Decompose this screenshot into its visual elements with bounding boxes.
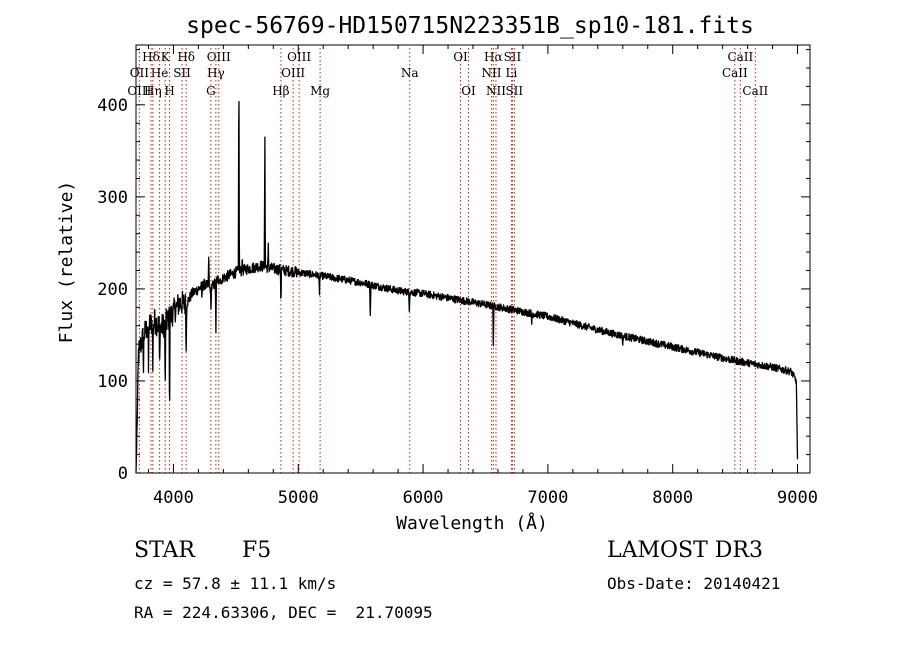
line-marker-label: SII — [505, 84, 523, 98]
survey-name: LAMOST DR3 — [607, 538, 763, 563]
line-marker-label: NII — [486, 84, 506, 98]
line-marker-label: OIII — [127, 84, 151, 98]
y-axis-label: Flux (relative) — [56, 181, 77, 344]
coordinates: RA = 224.63306, DEC = 21.70095 — [134, 603, 433, 622]
y-tick-label: 200 — [97, 280, 128, 300]
line-marker-label: NII — [481, 66, 501, 80]
redshift-value: cz = 57.8 ± 11.1 km/s — [134, 574, 337, 593]
line-markers: Hδ OII OIII K He Hη Hδ SII H OIII Hγ G Hβ OIII OIII Mg N… — [127, 48, 768, 473]
obs-date: Obs-Date: 20140421 — [607, 574, 781, 593]
line-marker-label: H — [164, 84, 174, 98]
object-subclass: F5 — [242, 538, 272, 563]
line-marker-label: OI — [453, 50, 468, 64]
plot-frame — [135, 44, 811, 474]
line-marker-label: K — [161, 50, 171, 64]
x-tick-label: 6000 — [403, 488, 444, 508]
line-marker-label: G — [206, 84, 216, 98]
line-marker-label: CaII — [722, 66, 748, 80]
line-marker-label: SII — [173, 66, 191, 80]
line-marker-label: CaII — [742, 84, 768, 98]
line-marker-label: OIII — [287, 50, 311, 64]
y-tick-label: 0 — [118, 464, 128, 484]
line-marker-label: Hβ — [272, 84, 289, 98]
line-marker-label: Hδ — [177, 50, 195, 64]
x-tick-label: 5000 — [278, 488, 319, 508]
line-marker-label: Mg — [310, 84, 330, 98]
spectrum-line — [135, 100, 799, 474]
x-tick-label: 4000 — [153, 488, 194, 508]
line-marker-label: Hη — [144, 84, 162, 98]
y-tick-label: 400 — [97, 96, 128, 116]
line-marker-label: Hγ — [207, 66, 225, 80]
line-marker-label: CaII — [727, 50, 753, 64]
line-marker-label: He — [151, 66, 169, 80]
y-tick-label: 300 — [97, 188, 128, 208]
x-axis-label: Wavelength (Å) — [396, 512, 548, 534]
line-marker-label: OI — [461, 84, 476, 98]
x-tick-label: 7000 — [527, 488, 568, 508]
line-marker-label: OIII — [207, 50, 231, 64]
line-marker-label: Hδ — [142, 50, 160, 64]
x-tick-label: 8000 — [652, 488, 693, 508]
line-marker-label: Na — [401, 66, 419, 80]
line-marker-label: SII — [504, 50, 522, 64]
line-marker-label: Hα — [484, 50, 503, 64]
chart-title: spec-56769-HD150715N223351B_sp10-181.fit… — [186, 13, 754, 39]
line-marker-label: OII — [130, 66, 150, 80]
x-tick-label: 9000 — [777, 488, 818, 508]
y-tick-label: 100 — [97, 372, 128, 392]
line-marker-label: OIII — [281, 66, 305, 80]
axes: 4000 5000 6000 7000 8000 9000 0 100 200 300 400 — [97, 45, 818, 508]
line-marker-label: Li — [506, 66, 518, 80]
object-class: STAR — [134, 538, 195, 563]
spectrum-series — [135, 100, 799, 474]
